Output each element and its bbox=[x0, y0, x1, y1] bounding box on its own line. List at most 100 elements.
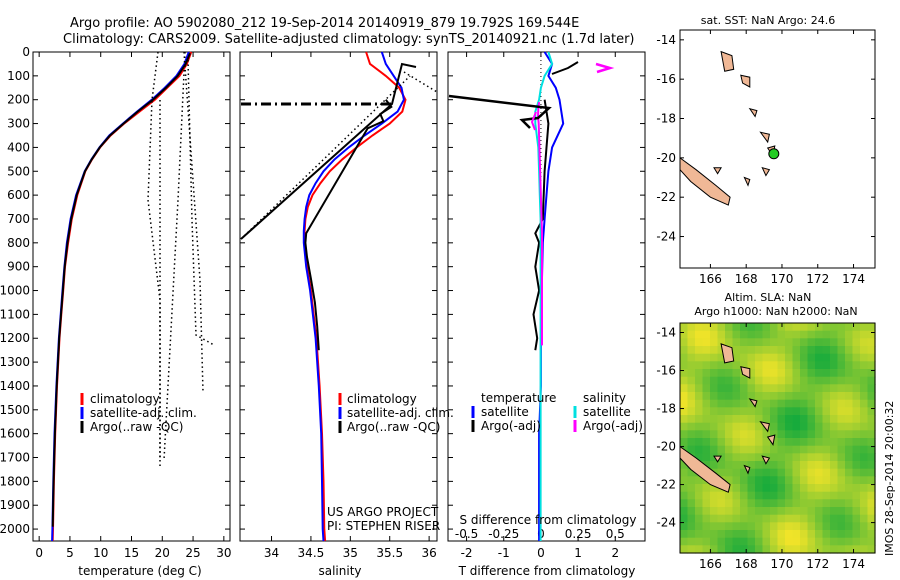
sla-cell bbox=[695, 346, 704, 355]
sla-cell bbox=[762, 407, 771, 416]
sla-cell bbox=[845, 338, 854, 347]
sla-cell bbox=[785, 530, 794, 539]
sla-cell bbox=[867, 468, 876, 477]
sla-cell bbox=[792, 507, 801, 516]
sla-cell bbox=[822, 323, 831, 332]
sla-cell bbox=[822, 353, 831, 362]
sla-cell bbox=[777, 422, 786, 431]
sla-cell bbox=[740, 537, 749, 546]
sla-cell bbox=[830, 346, 839, 355]
x-tick-label: 34.5 bbox=[298, 546, 325, 560]
sla-cell bbox=[845, 422, 854, 431]
island-ouvea bbox=[713, 455, 722, 463]
sla-cell bbox=[845, 346, 854, 355]
sla-cell bbox=[680, 499, 689, 508]
sla-cell bbox=[740, 514, 749, 523]
sla-cell bbox=[807, 353, 816, 362]
salinity-panel-frame bbox=[239, 51, 438, 542]
sla-cell bbox=[702, 438, 711, 447]
map-frame bbox=[679, 29, 876, 269]
y-tick-label: 1300 bbox=[0, 355, 30, 369]
sla-cell bbox=[717, 361, 726, 370]
sla-cell bbox=[717, 338, 726, 347]
sla-cell bbox=[815, 484, 824, 493]
sla-cell bbox=[785, 353, 794, 362]
sla-cell bbox=[830, 514, 839, 523]
sla-cell bbox=[830, 392, 839, 401]
sla-cell bbox=[792, 369, 801, 378]
sla-cell bbox=[687, 445, 696, 454]
sla-cell bbox=[777, 384, 786, 393]
sla-cell bbox=[845, 522, 854, 531]
sla-cell bbox=[702, 545, 711, 554]
sla-cell bbox=[755, 545, 764, 554]
sla-cell bbox=[800, 323, 809, 332]
sla-cell bbox=[777, 499, 786, 508]
sla-cell bbox=[792, 430, 801, 439]
sla-cell bbox=[710, 545, 719, 554]
sla-cell bbox=[852, 330, 861, 339]
sla-cell bbox=[687, 361, 696, 370]
map-x-tick-label: 174 bbox=[842, 557, 865, 571]
sla-cell bbox=[755, 445, 764, 454]
sla-cell bbox=[785, 453, 794, 462]
sla-cell bbox=[837, 361, 846, 370]
sla-cell bbox=[725, 522, 734, 531]
sla-cell bbox=[785, 484, 794, 493]
sla-cell bbox=[710, 376, 719, 385]
sla-cell bbox=[822, 461, 831, 470]
island-mare bbox=[761, 166, 771, 177]
sla-cell bbox=[800, 407, 809, 416]
sla-cell bbox=[770, 468, 779, 477]
sla-cell bbox=[777, 522, 786, 531]
sla-cell bbox=[680, 507, 689, 516]
sla-cell bbox=[687, 330, 696, 339]
y-tick-label: 1200 bbox=[0, 331, 30, 345]
sla-cell bbox=[740, 430, 749, 439]
sla-cell bbox=[755, 468, 764, 477]
sla-cell bbox=[695, 438, 704, 447]
sla-cell bbox=[740, 392, 749, 401]
temperature-axis-label: temperature (deg C) bbox=[78, 564, 201, 578]
sla-cell bbox=[800, 468, 809, 477]
sla-cell bbox=[762, 399, 771, 408]
island-erromango bbox=[759, 131, 770, 144]
sla-cell bbox=[845, 438, 854, 447]
reference-envelope-line bbox=[187, 59, 215, 346]
sla-cell bbox=[770, 461, 779, 470]
y-tick-label: 300 bbox=[7, 117, 30, 131]
island-tanna bbox=[766, 434, 776, 446]
sla-cell bbox=[792, 522, 801, 531]
sla-cell bbox=[822, 530, 831, 539]
sla-cell bbox=[710, 415, 719, 424]
sla-cell bbox=[822, 361, 831, 370]
sla-cell bbox=[717, 407, 726, 416]
sla-cell bbox=[792, 407, 801, 416]
sla-cell bbox=[815, 346, 824, 355]
sla-cell bbox=[830, 453, 839, 462]
sla-cell bbox=[702, 522, 711, 531]
sla-cell bbox=[785, 514, 794, 523]
sla-cell bbox=[837, 522, 846, 531]
sla-cell bbox=[680, 545, 689, 554]
sla-cell bbox=[822, 484, 831, 493]
sla-cell bbox=[852, 338, 861, 347]
sla-cell bbox=[785, 422, 794, 431]
sla-cell bbox=[732, 453, 741, 462]
sla-cell bbox=[800, 507, 809, 516]
sla-cell bbox=[837, 323, 846, 332]
sla-cell bbox=[822, 392, 831, 401]
sla-cell bbox=[747, 522, 756, 531]
sla-cell bbox=[702, 361, 711, 370]
sla-cell bbox=[725, 468, 734, 477]
sla-cell bbox=[807, 384, 816, 393]
sla-cell bbox=[777, 361, 786, 370]
sla-cell bbox=[837, 499, 846, 508]
sla-cell bbox=[815, 445, 824, 454]
sla-cell bbox=[807, 476, 816, 485]
sla-map: 166 168 170 172 174 -14 -16 -18 -20 -22 -24 bbox=[656, 322, 876, 571]
sla-cell bbox=[852, 476, 861, 485]
sla-cell bbox=[747, 476, 756, 485]
sla-cell bbox=[867, 422, 876, 431]
sla-cell bbox=[755, 361, 764, 370]
